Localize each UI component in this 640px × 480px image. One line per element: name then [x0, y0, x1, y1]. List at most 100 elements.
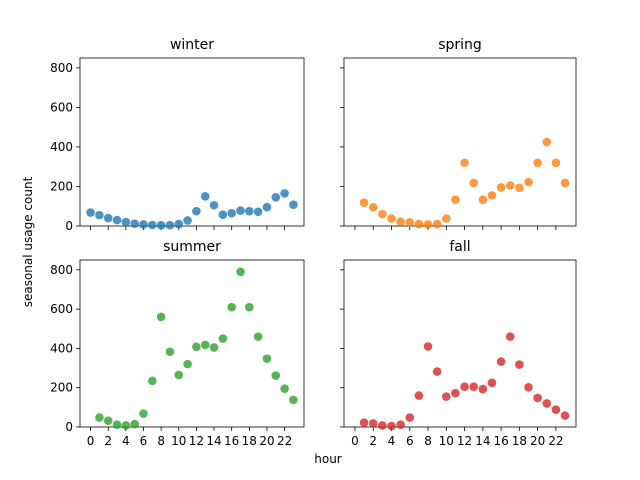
point-spring-23 [560, 178, 570, 188]
point-summer-4 [121, 421, 131, 430]
point-winter-5 [130, 219, 139, 228]
panel-title-summer: summer [163, 239, 221, 255]
point-winter-14 [209, 200, 219, 210]
y-tick-label-summer-800: 800 [50, 263, 73, 277]
point-spring-11 [451, 195, 460, 205]
x-tick-label-summer-2: 2 [104, 434, 112, 448]
y-tick-label-winter-0: 0 [65, 219, 73, 233]
x-tick-label-summer-4: 4 [122, 434, 130, 448]
x-tick-label-fall-10: 10 [439, 434, 454, 448]
x-tick-label-fall-0: 0 [351, 434, 359, 448]
point-fall-22 [551, 405, 561, 415]
panel-title-spring: spring [438, 37, 482, 53]
point-winter-10 [174, 219, 184, 229]
x-tick-label-fall-12: 12 [457, 434, 472, 448]
point-spring-13 [469, 178, 479, 188]
point-summer-21 [271, 371, 281, 380]
point-winter-19 [253, 207, 263, 217]
y-axis-label: seasonal usage count [21, 176, 35, 307]
point-winter-18 [245, 206, 254, 216]
y-tick-label-winter-600: 600 [50, 100, 73, 114]
point-fall-19 [524, 383, 533, 392]
point-fall-10 [441, 392, 451, 401]
axes-frame-winter [79, 57, 305, 227]
point-fall-8 [423, 342, 433, 351]
point-fall-21 [542, 399, 552, 408]
point-summer-15 [218, 334, 228, 343]
x-tick-label-summer-14: 14 [206, 434, 221, 448]
point-fall-4 [387, 421, 396, 431]
x-tick-label-summer-16: 16 [224, 434, 239, 448]
x-tick-label-fall-6: 6 [406, 434, 414, 448]
x-tick-label-fall-18: 18 [512, 434, 527, 448]
point-winter-17 [236, 206, 245, 215]
point-summer-14 [209, 343, 219, 352]
panel-title-fall: fall [449, 239, 470, 255]
x-tick-label-fall-20: 20 [530, 434, 545, 448]
point-fall-23 [560, 411, 570, 420]
point-fall-20 [533, 393, 542, 403]
point-summer-1 [95, 413, 104, 422]
x-tick-label-summer-6: 6 [140, 434, 148, 448]
point-winter-15 [218, 210, 228, 220]
y-tick-label-winter-200: 200 [50, 179, 73, 193]
point-winter-6 [139, 220, 148, 229]
point-fall-14 [478, 384, 488, 394]
point-summer-9 [165, 347, 175, 357]
point-fall-15 [487, 378, 497, 388]
point-winter-0 [86, 208, 95, 217]
axes-frame-spring [343, 57, 577, 227]
point-spring-8 [423, 220, 433, 229]
x-tick-label-summer-20: 20 [259, 434, 274, 448]
axes-frame-summer [79, 259, 305, 428]
point-summer-11 [183, 359, 192, 369]
x-tick-label-summer-8: 8 [157, 434, 165, 448]
point-winter-20 [262, 202, 272, 212]
point-spring-1 [359, 198, 369, 207]
point-fall-5 [396, 420, 405, 429]
point-spring-2 [368, 202, 378, 212]
x-tick-label-fall-14: 14 [475, 434, 490, 448]
panel-title-winter: winter [170, 37, 214, 53]
point-spring-5 [396, 217, 405, 226]
point-fall-17 [505, 332, 515, 341]
point-spring-19 [524, 177, 533, 187]
point-summer-19 [253, 332, 263, 341]
point-summer-13 [200, 340, 210, 350]
point-spring-20 [533, 158, 542, 168]
point-fall-3 [378, 421, 387, 430]
y-tick-label-winter-800: 800 [50, 61, 73, 75]
point-winter-3 [112, 215, 122, 225]
point-winter-16 [227, 208, 236, 218]
point-winter-22 [280, 189, 289, 198]
x-tick-label-fall-16: 16 [493, 434, 508, 448]
point-spring-17 [505, 181, 515, 190]
point-spring-9 [432, 219, 442, 229]
point-summer-20 [262, 354, 272, 363]
point-spring-14 [478, 195, 488, 205]
point-spring-4 [387, 214, 396, 223]
point-winter-1 [95, 210, 104, 220]
point-summer-16 [227, 302, 236, 312]
point-spring-3 [378, 209, 387, 219]
x-tick-label-summer-0: 0 [87, 434, 95, 448]
point-winter-13 [200, 192, 210, 201]
point-winter-2 [103, 213, 113, 223]
point-summer-10 [174, 370, 184, 380]
point-winter-8 [156, 220, 166, 230]
x-tick-label-fall-2: 2 [369, 434, 377, 448]
point-winter-7 [148, 220, 157, 230]
point-summer-5 [130, 419, 139, 429]
point-spring-22 [551, 158, 561, 168]
point-winter-11 [183, 216, 192, 225]
x-tick-label-fall-4: 4 [388, 434, 396, 448]
y-tick-label-winter-400: 400 [50, 140, 73, 154]
point-summer-2 [103, 416, 113, 426]
point-summer-8 [156, 312, 166, 322]
point-summer-6 [139, 409, 148, 418]
y-tick-label-summer-200: 200 [50, 381, 73, 395]
point-spring-10 [441, 214, 451, 223]
x-tick-label-fall-22: 22 [548, 434, 563, 448]
point-summer-12 [192, 342, 201, 352]
